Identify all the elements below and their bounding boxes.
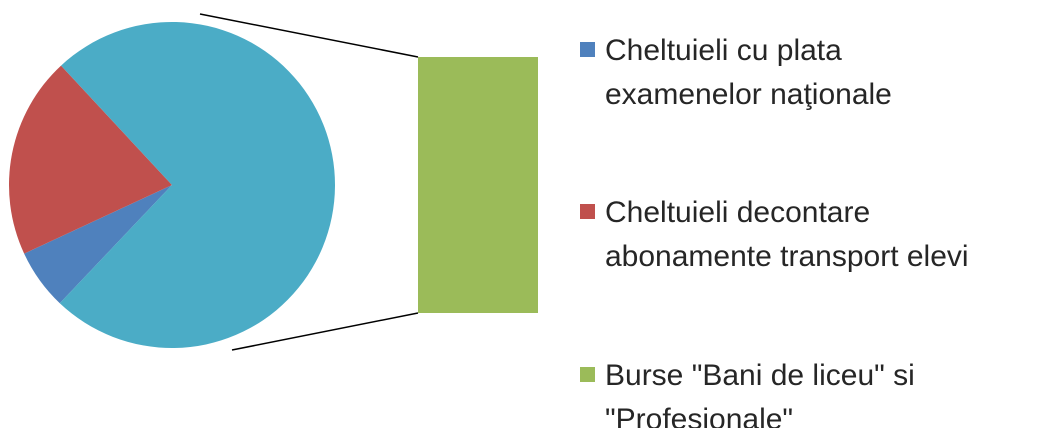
connector-line <box>199 13 419 58</box>
pie-slice <box>8 65 173 254</box>
pie-other-slice <box>59 22 335 348</box>
bar-segment <box>418 57 538 313</box>
legend-swatch <box>580 204 595 219</box>
legend-label: Cheltuieli cu plata examenelor naţionale <box>605 34 892 111</box>
pie-slice <box>24 185 172 304</box>
legend-swatch <box>580 367 595 382</box>
legend-label: Burse "Bani de liceu" si "Profesionale" <box>605 359 923 428</box>
connector-line <box>231 312 419 351</box>
legend-label: Cheltuieli decontare abonamente transpor… <box>605 196 969 273</box>
legend-swatch <box>580 42 595 57</box>
